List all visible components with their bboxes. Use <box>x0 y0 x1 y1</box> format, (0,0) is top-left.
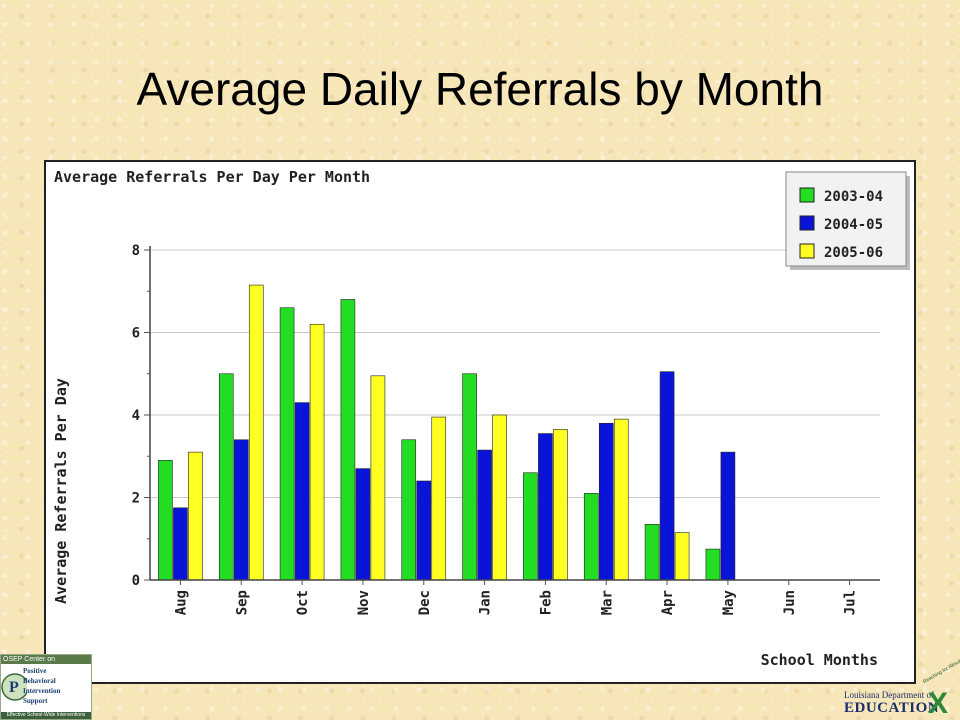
bar-2004-05-Mar <box>598 422 614 581</box>
bar-2005-06-Mar <box>613 418 629 581</box>
x-tick-label: Apr <box>660 590 676 615</box>
bar-2003-04-Aug <box>158 460 173 581</box>
bar-2005-06-Sep <box>248 284 264 581</box>
bar-2003-04-Mar <box>583 493 599 581</box>
grid-layer <box>150 249 880 498</box>
pbis-word: Support <box>23 697 48 705</box>
bar-2004-05-Apr <box>659 371 675 581</box>
legend-label: 2004-05 <box>824 217 883 233</box>
bar-2005-06-Oct <box>309 323 325 581</box>
y-tick-label: 0 <box>132 573 140 589</box>
doe-logo-x-mark: X <box>928 687 949 720</box>
x-tick-label: Mar <box>599 590 615 615</box>
bar-2003-04-Jan <box>462 373 477 581</box>
bar-2004-05-Feb <box>538 433 553 581</box>
bar-2003-04-Sep <box>218 373 234 581</box>
bar-2005-06-Apr <box>674 532 690 581</box>
bar-2005-06-Feb <box>553 429 568 581</box>
pbis-word: Behavioral <box>23 677 56 685</box>
bar-2003-04-May <box>705 548 721 581</box>
bar-2004-05-Sep <box>233 439 249 581</box>
x-tick-label: Nov <box>356 590 372 615</box>
chart-frame: Average Referrals Per Day Per Month Aver… <box>44 160 916 684</box>
bar-2004-05-Aug <box>173 507 188 581</box>
chart-title: Average Referrals Per Day Per Month <box>54 168 370 186</box>
x-tick-label: Dec <box>417 590 433 615</box>
louisiana-doe-logo: Reaching for Results Louisiana Departmen… <box>842 657 960 720</box>
x-axis-label: School Months <box>761 651 878 669</box>
bar-2003-04-Apr <box>644 524 660 581</box>
pbis-logo-bottom-text: Effective School-Wide Interventions <box>1 712 91 719</box>
svg-text:P: P <box>9 679 19 696</box>
x-tick-label: Aug <box>173 590 189 615</box>
x-tick-label: Oct <box>295 590 311 615</box>
x-tick-label: Jul <box>843 590 859 615</box>
bar-2005-06-Jan <box>492 414 507 581</box>
bar-2004-05-Dec <box>416 480 432 581</box>
pbis-word: Positive <box>23 667 47 675</box>
axis-layer: 0 2 4 6 8 Aug Sep Oct Nov Dec Jan Feb Mar Apr May Jun Ju… <box>132 243 880 615</box>
y-axis-label: Average Referrals Per Day <box>52 378 70 604</box>
y-tick-label: 8 <box>132 243 140 259</box>
bar-2005-06-Nov <box>370 375 386 581</box>
y-tick-label: 6 <box>132 326 140 342</box>
bars-layer <box>158 284 736 581</box>
legend-swatch <box>799 243 815 259</box>
bar-2003-04-Oct <box>279 307 295 581</box>
x-tick-label: Feb <box>538 590 554 615</box>
legend-label: 2005-06 <box>824 245 883 261</box>
x-tick-label: Jun <box>782 590 798 615</box>
bar-2003-04-Nov <box>340 299 356 581</box>
doe-logo-tagline: Reaching for Results <box>922 656 960 686</box>
bar-2004-05-Jan <box>477 449 492 581</box>
legend-label: 2003-04 <box>824 189 883 205</box>
x-tick-label: May <box>721 589 737 615</box>
legend-swatch <box>799 215 815 231</box>
x-tick-label: Jan <box>478 590 494 615</box>
legend: 2003-04 2004-05 2005-06 <box>785 171 910 270</box>
pbis-logo-top-text: OSEP Center on <box>1 655 91 664</box>
legend-swatch <box>799 187 815 203</box>
bar-2004-05-Oct <box>294 402 310 581</box>
bar-2003-04-Dec <box>401 439 417 581</box>
pbis-word: Intervention <box>23 687 61 695</box>
x-tick-label: Sep <box>234 590 250 615</box>
pbis-logo-mark: P <box>1 673 27 701</box>
slide-title: Average Daily Referrals by Month <box>136 63 824 115</box>
bar-2004-05-May <box>720 451 736 581</box>
bar-2005-06-Dec <box>431 416 447 581</box>
bar-2005-06-Aug <box>188 451 203 581</box>
bar-2003-04-Feb <box>523 472 538 581</box>
doe-logo-big-text: EDUCATION <box>844 700 940 716</box>
doe-logo-small-text: Louisiana Department of <box>844 690 934 700</box>
pbis-logo-words: Positive Behavioral Intervention Support <box>23 666 60 706</box>
y-tick-label: 2 <box>132 491 140 507</box>
y-tick-label: 4 <box>132 408 140 424</box>
pbis-logo: OSEP Center on P Positive Behavioral Int… <box>0 654 92 720</box>
bar-2004-05-Nov <box>355 468 371 581</box>
referrals-bar-chart: Average Referrals Per Day Per Month Aver… <box>52 168 910 669</box>
